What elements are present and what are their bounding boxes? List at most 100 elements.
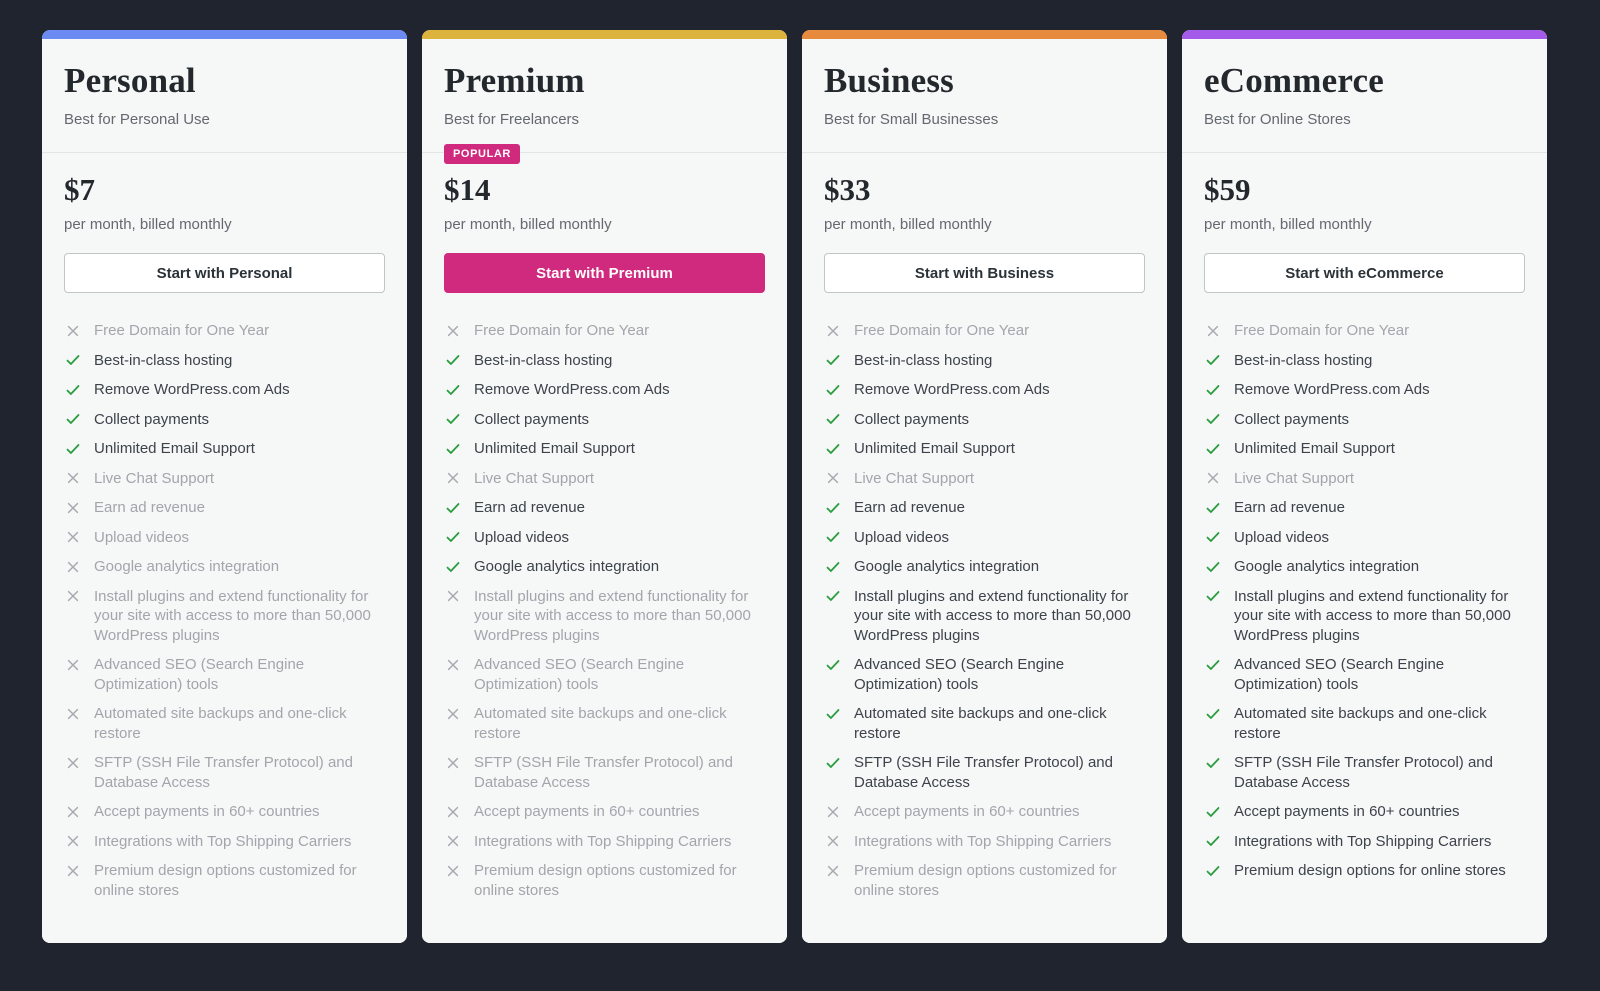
plan-price: $33 [824, 172, 871, 207]
cross-icon [444, 470, 461, 487]
cross-icon [1204, 470, 1221, 487]
cta-button-premium[interactable]: Start with Premium [444, 253, 765, 294]
feature-label: Automated site backups and one-click res… [1234, 705, 1487, 742]
feature-row: Advanced SEO (Search Engine Optimization… [824, 655, 1147, 694]
feature-label: Accept payments in 60+ countries [474, 803, 700, 821]
feature-row: Integrations with Top Shipping Carriers [1204, 832, 1527, 852]
check-icon [1204, 705, 1221, 722]
feature-row: Collect payments [824, 410, 1147, 430]
feature-row: Unlimited Email Support [1204, 439, 1527, 459]
feature-label: Automated site backups and one-click res… [854, 705, 1107, 742]
check-icon [824, 529, 841, 546]
plan-title: Premium [444, 61, 585, 100]
cta-button-ecommerce[interactable]: Start with eCommerce [1204, 253, 1525, 294]
cross-icon [64, 558, 81, 575]
feature-label: Integrations with Top Shipping Carriers [94, 832, 352, 850]
feature-label: Best-in-class hosting [474, 351, 613, 369]
plan-card-body: Personal Best for Personal Use $7 per mo… [42, 39, 407, 943]
check-icon [824, 754, 841, 771]
feature-row: Best-in-class hosting [444, 351, 767, 371]
plan-card-ecommerce: eCommerce Best for Online Stores $59 per… [1182, 30, 1547, 943]
feature-row: Free Domain for One Year [824, 321, 1147, 341]
feature-label: Automated site backups and one-click res… [474, 705, 727, 742]
feature-label: Automated site backups and one-click res… [94, 705, 347, 742]
feature-label: SFTP (SSH File Transfer Protocol) and Da… [94, 754, 353, 791]
feature-label: Remove WordPress.com Ads [94, 381, 290, 399]
check-icon [64, 440, 81, 457]
cta-button-business[interactable]: Start with Business [824, 253, 1145, 294]
feature-row: Unlimited Email Support [824, 439, 1147, 459]
check-icon [824, 705, 841, 722]
feature-row: Live Chat Support [444, 469, 767, 489]
check-icon [824, 381, 841, 398]
feature-row: Accept payments in 60+ countries [1204, 802, 1527, 822]
feature-list: Free Domain for One Year Best-in-class h… [1182, 321, 1547, 909]
plan-card-body: Premium Best for Freelancers POPULAR $14… [422, 39, 787, 943]
feature-label: Premium design options customized for on… [94, 862, 357, 899]
feature-row: Install plugins and extend functionality… [824, 587, 1147, 646]
feature-row: Remove WordPress.com Ads [64, 380, 387, 400]
cross-icon [444, 322, 461, 339]
check-icon [444, 558, 461, 575]
check-icon [1204, 381, 1221, 398]
feature-row: Automated site backups and one-click res… [1204, 704, 1527, 743]
feature-label: Google analytics integration [1234, 558, 1420, 576]
plan-card-personal: Personal Best for Personal Use $7 per mo… [42, 30, 407, 943]
check-icon [444, 529, 461, 546]
plan-price-section: $14 per month, billed monthly Start with… [422, 153, 787, 319]
feature-row: Automated site backups and one-click res… [444, 704, 767, 743]
feature-label: Collect payments [94, 410, 210, 428]
feature-label: Accept payments in 60+ countries [94, 803, 320, 821]
check-icon [64, 352, 81, 369]
feature-list: Free Domain for One Year Best-in-class h… [802, 321, 1167, 928]
plan-header: Business Best for Small Businesses [802, 39, 1167, 153]
feature-row: Remove WordPress.com Ads [444, 380, 767, 400]
cross-icon [444, 862, 461, 879]
feature-label: Best-in-class hosting [94, 351, 233, 369]
feature-row: Remove WordPress.com Ads [1204, 380, 1527, 400]
feature-row: Earn ad revenue [1204, 498, 1527, 518]
feature-row: Automated site backups and one-click res… [64, 704, 387, 743]
plan-accent-bar [422, 30, 787, 39]
cta-button-personal[interactable]: Start with Personal [64, 253, 385, 294]
feature-label: Install plugins and extend functionality… [854, 587, 1131, 644]
feature-label: Best-in-class hosting [1234, 351, 1373, 369]
feature-label: Best-in-class hosting [854, 351, 993, 369]
cross-icon [64, 833, 81, 850]
check-icon [444, 352, 461, 369]
feature-label: Install plugins and extend functionality… [94, 587, 371, 644]
plan-card-premium: Premium Best for Freelancers POPULAR $14… [422, 30, 787, 943]
check-icon [1204, 588, 1221, 605]
feature-row: SFTP (SSH File Transfer Protocol) and Da… [444, 753, 767, 792]
plan-header: Premium Best for Freelancers POPULAR [422, 39, 787, 164]
feature-label: Remove WordPress.com Ads [474, 381, 670, 399]
feature-row: Premium design options customized for on… [824, 861, 1147, 900]
feature-label: Advanced SEO (Search Engine Optimization… [854, 656, 1065, 693]
feature-row: Accept payments in 60+ countries [824, 802, 1147, 822]
check-icon [824, 411, 841, 428]
feature-row: Integrations with Top Shipping Carriers [824, 832, 1147, 852]
feature-row: Integrations with Top Shipping Carriers [64, 832, 387, 852]
plan-tagline: Best for Freelancers [444, 111, 580, 128]
feature-label: Integrations with Top Shipping Carriers [854, 832, 1112, 850]
plan-tagline: Best for Online Stores [1204, 111, 1351, 128]
cross-icon [64, 322, 81, 339]
feature-row: SFTP (SSH File Transfer Protocol) and Da… [1204, 753, 1527, 792]
feature-label: Google analytics integration [94, 558, 280, 576]
plan-accent-bar [1182, 30, 1547, 39]
check-icon [824, 499, 841, 516]
feature-row: Live Chat Support [64, 469, 387, 489]
feature-label: Free Domain for One Year [854, 322, 1030, 340]
feature-row: Premium design options customized for on… [444, 861, 767, 900]
feature-row: Google analytics integration [1204, 557, 1527, 577]
feature-label: SFTP (SSH File Transfer Protocol) and Da… [854, 754, 1113, 791]
check-icon [1204, 440, 1221, 457]
check-icon [64, 411, 81, 428]
feature-row: Earn ad revenue [824, 498, 1147, 518]
plan-header: eCommerce Best for Online Stores [1182, 39, 1547, 153]
feature-row: Live Chat Support [1204, 469, 1527, 489]
cross-icon [824, 470, 841, 487]
feature-label: Live Chat Support [1234, 469, 1355, 487]
plan-price-section: $59 per month, billed monthly Start with… [1182, 153, 1547, 319]
